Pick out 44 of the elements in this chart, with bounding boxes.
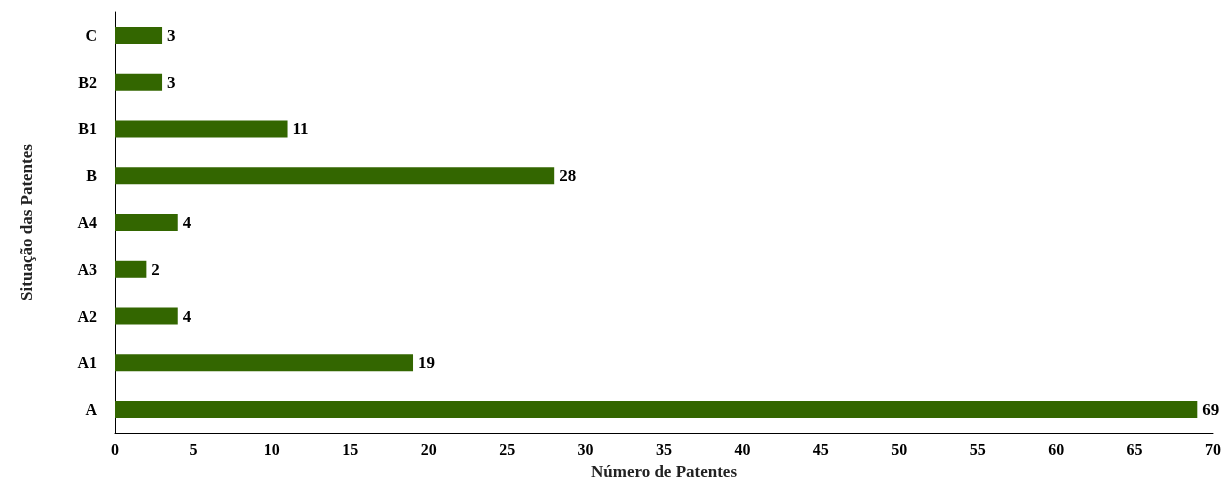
y-tick-label: A3 [77, 260, 97, 278]
x-tick-label: 20 [420, 440, 437, 458]
x-tick-label: 15 [342, 440, 359, 458]
x-tick-label: 65 [1126, 440, 1143, 458]
x-tick-label: 40 [734, 440, 751, 458]
x-tick-label: 25 [499, 440, 516, 458]
data-label: 19 [418, 353, 436, 373]
x-tick-label: 70 [1205, 440, 1221, 458]
y-tick-label: A2 [77, 307, 97, 325]
y-tick-label: A4 [77, 214, 97, 231]
data-label: 4 [182, 213, 192, 232]
x-tick-label: 60 [1048, 440, 1065, 458]
x-tick-label: 30 [577, 440, 594, 458]
bar [115, 73, 163, 91]
y-tick-label: B1 [78, 120, 97, 138]
bar [115, 354, 414, 372]
data-label: 28 [559, 166, 577, 186]
x-tick-label: 0 [111, 440, 119, 458]
data-label: 2 [151, 259, 160, 279]
bar [115, 401, 1198, 419]
y-tick-label: B2 [78, 73, 97, 91]
data-label: 11 [292, 119, 309, 139]
x-tick-label: 55 [969, 440, 986, 458]
x-tick-label: 50 [891, 440, 908, 458]
bar [115, 26, 163, 44]
y-tick-label: A [85, 401, 98, 419]
bar [115, 307, 178, 325]
bar [115, 120, 288, 138]
y-axis-title: Situação das Patentes [17, 143, 36, 301]
data-label: 4 [182, 306, 192, 326]
bar [115, 167, 555, 185]
x-tick-label: 5 [189, 440, 198, 458]
data-label: 69 [1202, 400, 1220, 420]
data-label: 3 [167, 25, 176, 45]
bar [115, 260, 147, 278]
x-tick-label: 35 [656, 440, 672, 458]
y-tick-label: C [85, 26, 97, 44]
y-tick-label: A1 [77, 354, 97, 372]
x-tick-label: 45 [812, 440, 829, 458]
data-label: 3 [167, 72, 176, 92]
x-axis-title: Número de Patentes [590, 462, 738, 481]
bar [115, 214, 178, 231]
x-tick-label: 10 [263, 440, 280, 458]
y-tick-label: B [86, 167, 98, 185]
